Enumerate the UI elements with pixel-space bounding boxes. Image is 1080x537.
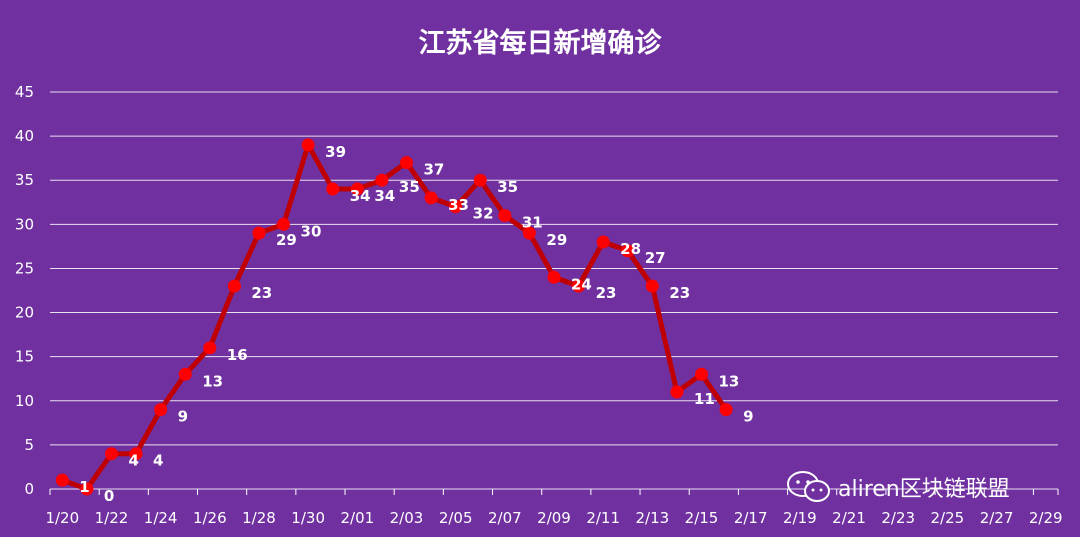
series-layer	[55, 138, 733, 496]
data-point	[375, 173, 389, 187]
data-label: 29	[546, 231, 567, 249]
watermark: aliren区块链联盟	[786, 470, 1010, 504]
data-point	[522, 226, 536, 240]
data-point	[449, 200, 463, 214]
data-label: 9	[178, 408, 188, 426]
x-tick-label: 2/19	[783, 509, 817, 527]
data-label: 31	[522, 214, 543, 232]
chart-title: 江苏省每日新增确诊	[419, 27, 663, 59]
y-tick-label: 40	[15, 127, 34, 145]
x-tick-label: 1/24	[144, 509, 178, 527]
x-tick-label: 2/21	[832, 509, 866, 527]
y-tick-label: 35	[15, 171, 34, 189]
x-tick-label: 1/30	[291, 509, 325, 527]
data-point	[178, 367, 192, 381]
data-point	[572, 279, 586, 293]
data-point	[129, 447, 143, 461]
data-label: 0	[104, 487, 114, 505]
data-label: 27	[645, 249, 666, 267]
x-tick-label: 2/11	[586, 509, 620, 527]
x-tick-label: 1/26	[193, 509, 227, 527]
data-point	[424, 191, 438, 205]
data-label: 28	[620, 240, 641, 258]
watermark-text: aliren区块链联盟	[838, 477, 1010, 502]
x-tick-label: 2/01	[340, 509, 374, 527]
data-point	[498, 209, 512, 223]
data-point	[203, 341, 217, 355]
x-tick-label: 2/27	[980, 509, 1014, 527]
data-point	[277, 217, 291, 231]
x-tick-label: 2/07	[488, 509, 522, 527]
data-label: 33	[448, 196, 469, 214]
y-tick-label: 45	[15, 83, 34, 101]
data-label: 11	[694, 390, 715, 408]
x-tick-label: 2/13	[635, 509, 669, 527]
data-point	[473, 173, 487, 187]
data-label: 29	[276, 231, 297, 249]
data-point	[227, 279, 241, 293]
data-point	[399, 156, 413, 170]
y-tick-label: 5	[24, 436, 34, 454]
data-label: 39	[325, 143, 346, 161]
data-point	[670, 385, 684, 399]
data-point	[596, 235, 610, 249]
y-tick-label: 20	[15, 304, 34, 322]
y-tick-label: 30	[15, 215, 34, 233]
x-tick-label: 2/03	[390, 509, 424, 527]
data-point	[80, 482, 94, 496]
data-point	[252, 226, 266, 240]
y-axis-ticks: 0 5 10 15 20 25 30 35 40 45	[15, 83, 34, 498]
data-label: 9	[743, 408, 753, 426]
data-label: 23	[669, 284, 690, 302]
x-axis-ticks: 1/20 1/22 1/24 1/26 1/28 1/30 2/01 2/03 2/05 2/07…	[45, 509, 1062, 527]
wechat-icon	[787, 471, 830, 502]
y-tick-label: 10	[15, 392, 34, 410]
x-tick-label: 1/28	[242, 509, 276, 527]
data-label: 34	[374, 187, 395, 205]
data-label: 16	[227, 346, 248, 364]
data-point	[55, 473, 69, 487]
data-point	[154, 403, 168, 417]
y-tick-label: 25	[15, 259, 34, 277]
x-tick-label: 1/20	[45, 509, 79, 527]
data-point	[301, 138, 315, 152]
data-label: 32	[473, 205, 494, 223]
data-label: 35	[497, 178, 518, 196]
data-label: 13	[719, 372, 740, 390]
x-tick-label: 2/23	[881, 509, 915, 527]
data-point	[547, 270, 561, 284]
x-tick-label: 2/05	[439, 509, 473, 527]
data-label: 1	[79, 478, 89, 496]
x-tick-label: 2/29	[1029, 509, 1063, 527]
x-tick-label: 2/09	[537, 509, 571, 527]
x-tick-label: 1/22	[95, 509, 129, 527]
data-label: 23	[596, 284, 617, 302]
x-tick-label: 2/25	[931, 509, 965, 527]
x-tick-label: 2/15	[685, 509, 719, 527]
data-label: 34	[350, 187, 371, 205]
y-tick-label: 0	[24, 480, 34, 498]
series-line	[61, 142, 729, 492]
data-label: 4	[128, 452, 138, 470]
data-point	[695, 367, 709, 381]
data-label: 4	[153, 452, 163, 470]
data-point	[719, 403, 733, 417]
y-tick-label: 15	[15, 348, 34, 366]
data-label: 23	[251, 284, 272, 302]
data-label: 24	[571, 275, 592, 293]
data-label: 37	[423, 161, 444, 179]
data-point	[645, 279, 659, 293]
grid-lines	[49, 91, 1059, 495]
data-point	[104, 447, 118, 461]
x-tick-label: 2/17	[734, 509, 768, 527]
data-label: 30	[301, 222, 322, 240]
data-point	[350, 182, 364, 196]
data-label: 35	[399, 178, 420, 196]
data-point	[326, 182, 340, 196]
data-point	[621, 244, 635, 258]
data-label: 13	[202, 372, 223, 390]
